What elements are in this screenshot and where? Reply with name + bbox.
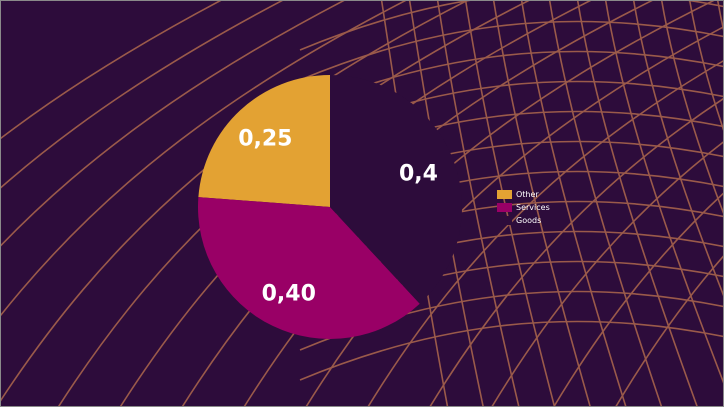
bg-line-diagonal — [428, 97, 724, 407]
bg-line-vertical — [660, 0, 724, 217]
bg-line-vertical — [492, 0, 592, 407]
bg-line-vertical — [688, 0, 724, 134]
bg-line-vertical — [436, 0, 520, 407]
bg-line-diagonal — [0, 0, 224, 140]
legend-item-goods: Goods — [497, 214, 550, 227]
bg-line-diagonal — [0, 0, 409, 318]
bg-line-diagonal — [367, 59, 724, 407]
pie-slice-other — [198, 75, 330, 207]
bg-line-vertical — [548, 0, 663, 407]
bg-line-diagonal — [0, 0, 470, 403]
bg-line-diagonal — [305, 25, 724, 407]
legend-swatch-services — [497, 203, 512, 212]
bg-line-diagonal — [552, 191, 724, 407]
bg-line-vertical — [604, 0, 724, 386]
data-label-goods: 0,4 — [399, 161, 438, 186]
pie-slice-services — [198, 197, 420, 340]
chart-legend: Other Services Goods — [497, 188, 550, 227]
legend-item-other: Other — [497, 188, 550, 201]
bg-line-diagonal — [0, 0, 285, 190]
legend-item-services: Services — [497, 201, 550, 214]
bg-line-mesh — [299, 0, 724, 51]
bg-line-vertical — [632, 0, 724, 299]
bg-line-diagonal — [0, 0, 347, 248]
data-label-services: 0,40 — [262, 282, 316, 307]
legend-swatch-goods — [497, 216, 512, 225]
bg-line-vertical — [576, 0, 699, 407]
data-label-other: 0,25 — [238, 126, 292, 151]
bg-line-diagonal — [614, 254, 724, 407]
legend-swatch-other — [497, 190, 512, 199]
bg-line-vertical — [520, 0, 627, 407]
pie-slice-goods — [330, 74, 462, 304]
legend-label-goods: Goods — [516, 216, 542, 225]
legend-label-services: Services — [516, 203, 550, 212]
legend-label-other: Other — [516, 190, 539, 199]
